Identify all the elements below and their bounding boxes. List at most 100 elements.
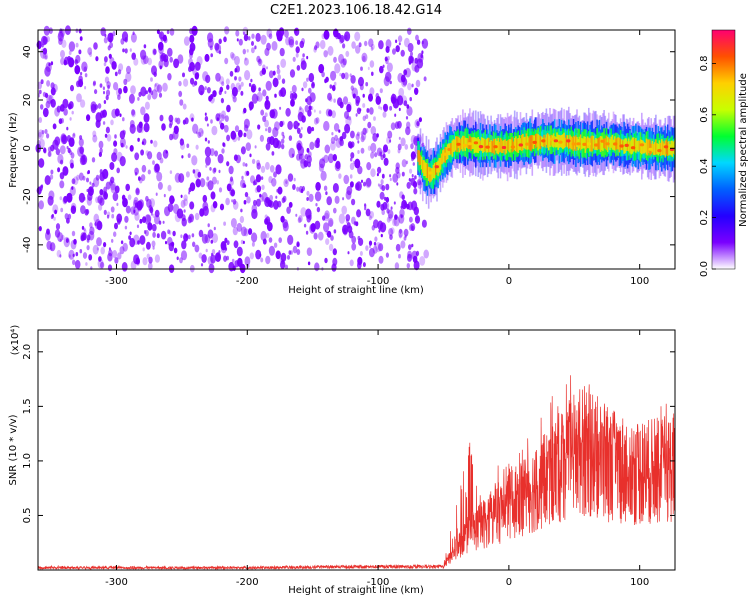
noise-speckle (387, 130, 393, 139)
signal-peak (558, 140, 563, 144)
noise-speckle (42, 51, 48, 60)
noise-speckle (239, 215, 245, 224)
signal-cell (510, 139, 512, 150)
noise-speckle (244, 256, 251, 266)
noise-speckle (240, 239, 244, 245)
noise-speckle (105, 66, 110, 74)
signal-cell (643, 142, 645, 154)
noise-speckle (260, 230, 267, 242)
noise-speckle (365, 177, 372, 187)
noise-speckle (80, 99, 86, 108)
noise-speckle (400, 205, 403, 209)
noise-speckle (288, 39, 295, 48)
noise-speckle (161, 123, 166, 131)
noise-speckle (119, 130, 126, 140)
noise-speckle (236, 246, 243, 257)
noise-speckle (243, 107, 247, 114)
noise-speckle (309, 141, 315, 150)
noise-speckle (113, 148, 118, 155)
signal-cell (486, 137, 489, 153)
noise-speckle (173, 58, 180, 69)
noise-speckle (224, 90, 227, 94)
noise-speckle (56, 249, 62, 258)
noise-speckle (250, 78, 253, 83)
noise-speckle (412, 181, 418, 188)
noise-speckle (400, 214, 403, 219)
noise-speckle (364, 206, 367, 211)
noise-speckle (130, 206, 136, 215)
noise-speckle (326, 196, 333, 206)
signal-cell (524, 136, 526, 150)
noise-speckle (316, 137, 320, 145)
noise-speckle (357, 140, 360, 144)
noise-speckle (367, 121, 372, 129)
noise-speckle (194, 244, 200, 253)
noise-speckle (156, 233, 160, 239)
noise-speckle (125, 205, 131, 214)
noise-speckle (96, 220, 103, 231)
noise-speckle (78, 49, 82, 55)
noise-speckle (113, 140, 118, 147)
noise-speckle (217, 153, 224, 164)
noise-speckle (152, 160, 155, 165)
noise-speckle (301, 38, 305, 45)
noise-speckle (348, 116, 352, 121)
noise-speckle (340, 58, 347, 68)
signal-cell (549, 136, 551, 148)
signal-peak (525, 142, 530, 146)
signal-cell (664, 140, 667, 157)
signal-cell (610, 136, 612, 148)
noise-speckle (223, 124, 229, 133)
noise-speckle (311, 82, 315, 89)
noise-speckle (401, 171, 405, 177)
noise-speckle (257, 124, 261, 130)
noise-speckle (131, 109, 136, 116)
noise-speckle (108, 247, 111, 251)
noise-speckle (392, 218, 397, 227)
noise-speckle (226, 134, 231, 142)
noise-speckle (99, 189, 104, 196)
signal-cell (636, 141, 638, 151)
noise-speckle (232, 198, 237, 205)
noise-speckle (123, 85, 128, 94)
noise-speckle (251, 208, 258, 220)
noise-speckle (158, 92, 163, 98)
signal-cell (452, 139, 455, 152)
signal-cell (672, 141, 675, 154)
noise-speckle (217, 254, 220, 258)
signal-peak (600, 139, 605, 143)
noise-speckle (403, 100, 408, 107)
noise-speckle (259, 134, 264, 142)
noise-speckle (181, 240, 187, 250)
noise-speckle (133, 197, 139, 206)
signal-peak (447, 147, 452, 152)
noise-speckle (98, 151, 102, 157)
noise-speckle (167, 47, 173, 57)
noise-speckle (212, 201, 218, 209)
signal-peak (648, 147, 653, 151)
noise-speckle (407, 82, 412, 91)
noise-speckle (119, 156, 126, 167)
noise-speckle (255, 32, 261, 42)
noise-speckle (397, 143, 402, 151)
noise-speckle (373, 241, 377, 246)
noise-speckle (59, 196, 63, 201)
noise-speckle (260, 257, 264, 263)
noise-speckle (306, 155, 312, 164)
noise-speckle (285, 180, 288, 185)
noise-speckle (404, 144, 409, 150)
noise-speckle (369, 211, 375, 219)
signal-cell (529, 135, 531, 151)
signal-cell (530, 135, 532, 152)
noise-speckle (180, 194, 183, 198)
noise-speckle (293, 125, 297, 129)
noise-speckle (360, 147, 365, 154)
noise-speckle (390, 122, 396, 131)
noise-speckle (183, 194, 188, 202)
noise-speckle (205, 248, 208, 253)
signal-peak (428, 171, 433, 175)
noise-speckle (392, 48, 396, 55)
noise-speckle (270, 135, 274, 141)
noise-speckle (309, 223, 316, 234)
noise-speckle (280, 252, 287, 262)
